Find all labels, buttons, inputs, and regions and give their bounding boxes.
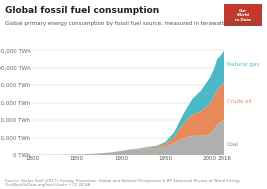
Text: Crude oil: Crude oil bbox=[227, 99, 252, 104]
Text: Our
World
in Data: Our World in Data bbox=[235, 9, 251, 22]
Text: Source: Vaclav Smil (2017): Energy Transitions: Global and National Perspective : Source: Vaclav Smil (2017): Energy Trans… bbox=[5, 178, 240, 187]
Text: Global primary energy consumption by fossil fuel source, measured in terawatt-ho: Global primary energy consumption by fos… bbox=[5, 21, 262, 26]
Text: Global fossil fuel consumption: Global fossil fuel consumption bbox=[5, 6, 160, 15]
Text: Coal: Coal bbox=[227, 142, 239, 147]
Text: Natural gas: Natural gas bbox=[227, 62, 259, 67]
